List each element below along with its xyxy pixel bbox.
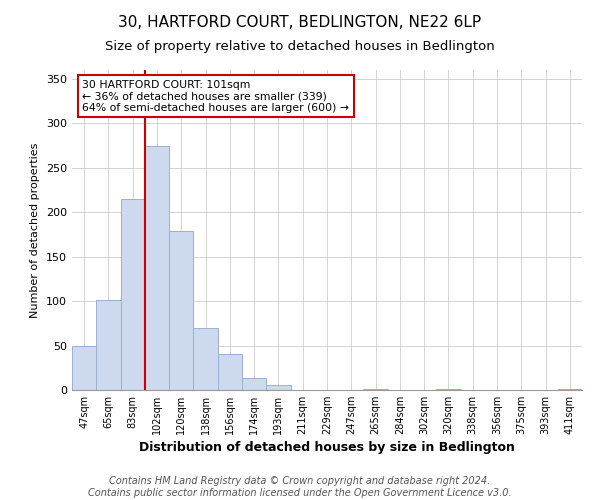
X-axis label: Distribution of detached houses by size in Bedlington: Distribution of detached houses by size …	[139, 441, 515, 454]
Bar	[169, 231, 193, 390]
Text: Contains HM Land Registry data © Crown copyright and database right 2024.
Contai: Contains HM Land Registry data © Crown c…	[88, 476, 512, 498]
Text: 30, HARTFORD COURT, BEDLINGTON, NE22 6LP: 30, HARTFORD COURT, BEDLINGTON, NE22 6LP	[118, 15, 482, 30]
Bar	[218, 354, 242, 390]
Y-axis label: Number of detached properties: Number of detached properties	[31, 142, 40, 318]
Bar	[364, 389, 388, 390]
Bar	[193, 328, 218, 390]
Bar	[72, 346, 96, 390]
Text: Size of property relative to detached houses in Bedlington: Size of property relative to detached ho…	[105, 40, 495, 53]
Bar	[436, 389, 461, 390]
Bar	[266, 384, 290, 390]
Bar	[121, 199, 145, 390]
Bar	[558, 389, 582, 390]
Bar	[242, 378, 266, 390]
Text: 30 HARTFORD COURT: 101sqm
← 36% of detached houses are smaller (339)
64% of semi: 30 HARTFORD COURT: 101sqm ← 36% of detac…	[82, 80, 349, 113]
Bar	[145, 146, 169, 390]
Bar	[96, 300, 121, 390]
